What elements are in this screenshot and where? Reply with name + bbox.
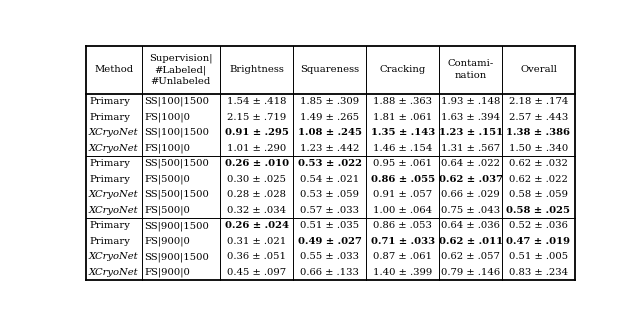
- Text: 2.57 ± .443: 2.57 ± .443: [509, 113, 568, 122]
- Text: 1.85 ± .309: 1.85 ± .309: [300, 97, 359, 106]
- Text: 1.93 ± .148: 1.93 ± .148: [441, 97, 500, 106]
- Text: Method: Method: [94, 65, 133, 74]
- Text: 0.62 ± .011: 0.62 ± .011: [438, 237, 502, 246]
- Text: 1.00 ± .064: 1.00 ± .064: [373, 206, 433, 215]
- Text: XCryoNet: XCryoNet: [89, 128, 138, 137]
- Text: 0.26 ± .010: 0.26 ± .010: [225, 159, 289, 168]
- Text: 0.58 ± .025: 0.58 ± .025: [506, 206, 570, 215]
- Text: 0.49 ± .027: 0.49 ± .027: [298, 237, 362, 246]
- Text: 1.23 ± .442: 1.23 ± .442: [300, 144, 360, 153]
- Text: 1.46 ± .154: 1.46 ± .154: [373, 144, 433, 153]
- Text: 0.57 ± .033: 0.57 ± .033: [300, 206, 359, 215]
- Text: 0.79 ± .146: 0.79 ± .146: [441, 268, 500, 277]
- Text: 0.87 ± .061: 0.87 ± .061: [373, 252, 432, 261]
- Text: XCryoNet: XCryoNet: [89, 206, 138, 215]
- Text: Primary: Primary: [89, 237, 130, 246]
- Text: 1.49 ± .265: 1.49 ± .265: [300, 113, 359, 122]
- Text: 0.62 ± .037: 0.62 ± .037: [438, 175, 502, 184]
- Text: SS|100|1500: SS|100|1500: [145, 128, 209, 137]
- Text: Supervision|: Supervision|: [149, 53, 212, 63]
- Text: 0.75 ± .043: 0.75 ± .043: [441, 206, 500, 215]
- Text: Primary: Primary: [89, 159, 130, 168]
- Text: SS|500|1500: SS|500|1500: [145, 159, 209, 168]
- Text: 0.83 ± .234: 0.83 ± .234: [509, 268, 568, 277]
- Text: Overall: Overall: [520, 65, 557, 74]
- Text: Primary: Primary: [89, 97, 130, 106]
- Text: 1.01 ± .290: 1.01 ± .290: [227, 144, 286, 153]
- Text: XCryoNet: XCryoNet: [89, 252, 138, 261]
- Text: Cracking: Cracking: [380, 65, 426, 74]
- Text: Squareness: Squareness: [300, 65, 359, 74]
- Text: 1.08 ± .245: 1.08 ± .245: [298, 128, 362, 137]
- Text: 0.95 ± .061: 0.95 ± .061: [373, 159, 432, 168]
- Text: SS|900|1500: SS|900|1500: [145, 221, 209, 230]
- Text: 0.86 ± .053: 0.86 ± .053: [373, 221, 432, 230]
- Text: Primary: Primary: [89, 113, 130, 122]
- Text: 0.53 ± .022: 0.53 ± .022: [298, 159, 362, 168]
- Text: 0.54 ± .021: 0.54 ± .021: [300, 175, 359, 184]
- Text: FS|100|0: FS|100|0: [145, 112, 191, 122]
- Text: 0.28 ± .028: 0.28 ± .028: [227, 190, 286, 199]
- Text: 0.62 ± .057: 0.62 ± .057: [441, 252, 500, 261]
- Text: XCryoNet: XCryoNet: [89, 190, 138, 199]
- Text: SS|500|1500: SS|500|1500: [145, 190, 209, 199]
- Text: Contami-: Contami-: [447, 60, 493, 68]
- Text: 1.31 ± .567: 1.31 ± .567: [441, 144, 500, 153]
- Text: 1.50 ± .340: 1.50 ± .340: [509, 144, 568, 153]
- Text: SS|900|1500: SS|900|1500: [145, 252, 209, 261]
- Text: 2.18 ± .174: 2.18 ± .174: [509, 97, 568, 106]
- Text: 1.40 ± .399: 1.40 ± .399: [373, 268, 433, 277]
- Text: XCryoNet: XCryoNet: [89, 144, 138, 153]
- Text: 2.15 ± .719: 2.15 ± .719: [227, 113, 286, 122]
- Text: 0.36 ± .051: 0.36 ± .051: [227, 252, 286, 261]
- Text: 1.35 ± .143: 1.35 ± .143: [371, 128, 435, 137]
- Text: nation: nation: [454, 71, 487, 80]
- Text: 0.53 ± .059: 0.53 ± .059: [300, 190, 359, 199]
- Text: FS|900|0: FS|900|0: [145, 236, 191, 246]
- Text: 0.30 ± .025: 0.30 ± .025: [227, 175, 286, 184]
- Text: 1.54 ± .418: 1.54 ± .418: [227, 97, 286, 106]
- Text: 1.81 ± .061: 1.81 ± .061: [373, 113, 433, 122]
- Text: 0.91 ± .057: 0.91 ± .057: [373, 190, 433, 199]
- Text: FS|500|0: FS|500|0: [145, 205, 191, 215]
- Text: 1.88 ± .363: 1.88 ± .363: [373, 97, 432, 106]
- Text: 0.71 ± .033: 0.71 ± .033: [371, 237, 435, 246]
- Text: SS|100|1500: SS|100|1500: [145, 97, 209, 106]
- Text: 1.63 ± .394: 1.63 ± .394: [441, 113, 500, 122]
- Text: 1.23 ± .151: 1.23 ± .151: [438, 128, 502, 137]
- Text: 0.64 ± .022: 0.64 ± .022: [441, 159, 500, 168]
- Text: #Labeled|: #Labeled|: [155, 65, 207, 75]
- Text: XCryoNet: XCryoNet: [89, 268, 138, 277]
- Text: 0.55 ± .033: 0.55 ± .033: [300, 252, 359, 261]
- Text: 0.31 ± .021: 0.31 ± .021: [227, 237, 286, 246]
- Text: 0.62 ± .022: 0.62 ± .022: [509, 175, 568, 184]
- Text: Primary: Primary: [89, 175, 130, 184]
- Text: 0.58 ± .059: 0.58 ± .059: [509, 190, 568, 199]
- Text: 0.66 ± .029: 0.66 ± .029: [441, 190, 500, 199]
- Text: FS|100|0: FS|100|0: [145, 143, 191, 153]
- Text: 0.66 ± .133: 0.66 ± .133: [300, 268, 359, 277]
- Text: 0.45 ± .097: 0.45 ± .097: [227, 268, 286, 277]
- Text: 0.91 ± .295: 0.91 ± .295: [225, 128, 289, 137]
- Text: 0.32 ± .034: 0.32 ± .034: [227, 206, 286, 215]
- Text: 0.51 ± .005: 0.51 ± .005: [509, 252, 568, 261]
- Text: Primary: Primary: [89, 221, 130, 230]
- Text: #Unlabeled: #Unlabeled: [150, 77, 211, 86]
- Text: 0.64 ± .036: 0.64 ± .036: [441, 221, 500, 230]
- Text: FS|500|0: FS|500|0: [145, 174, 191, 184]
- Text: 1.38 ± .386: 1.38 ± .386: [506, 128, 570, 137]
- Text: Brightness: Brightness: [229, 65, 284, 74]
- Text: 0.86 ± .055: 0.86 ± .055: [371, 175, 435, 184]
- Text: 0.26 ± .024: 0.26 ± .024: [225, 221, 289, 230]
- Text: 0.51 ± .035: 0.51 ± .035: [300, 221, 359, 230]
- Text: 0.52 ± .036: 0.52 ± .036: [509, 221, 568, 230]
- Text: 0.62 ± .032: 0.62 ± .032: [509, 159, 568, 168]
- Text: FS|900|0: FS|900|0: [145, 268, 191, 277]
- Text: 0.47 ± .019: 0.47 ± .019: [506, 237, 570, 246]
